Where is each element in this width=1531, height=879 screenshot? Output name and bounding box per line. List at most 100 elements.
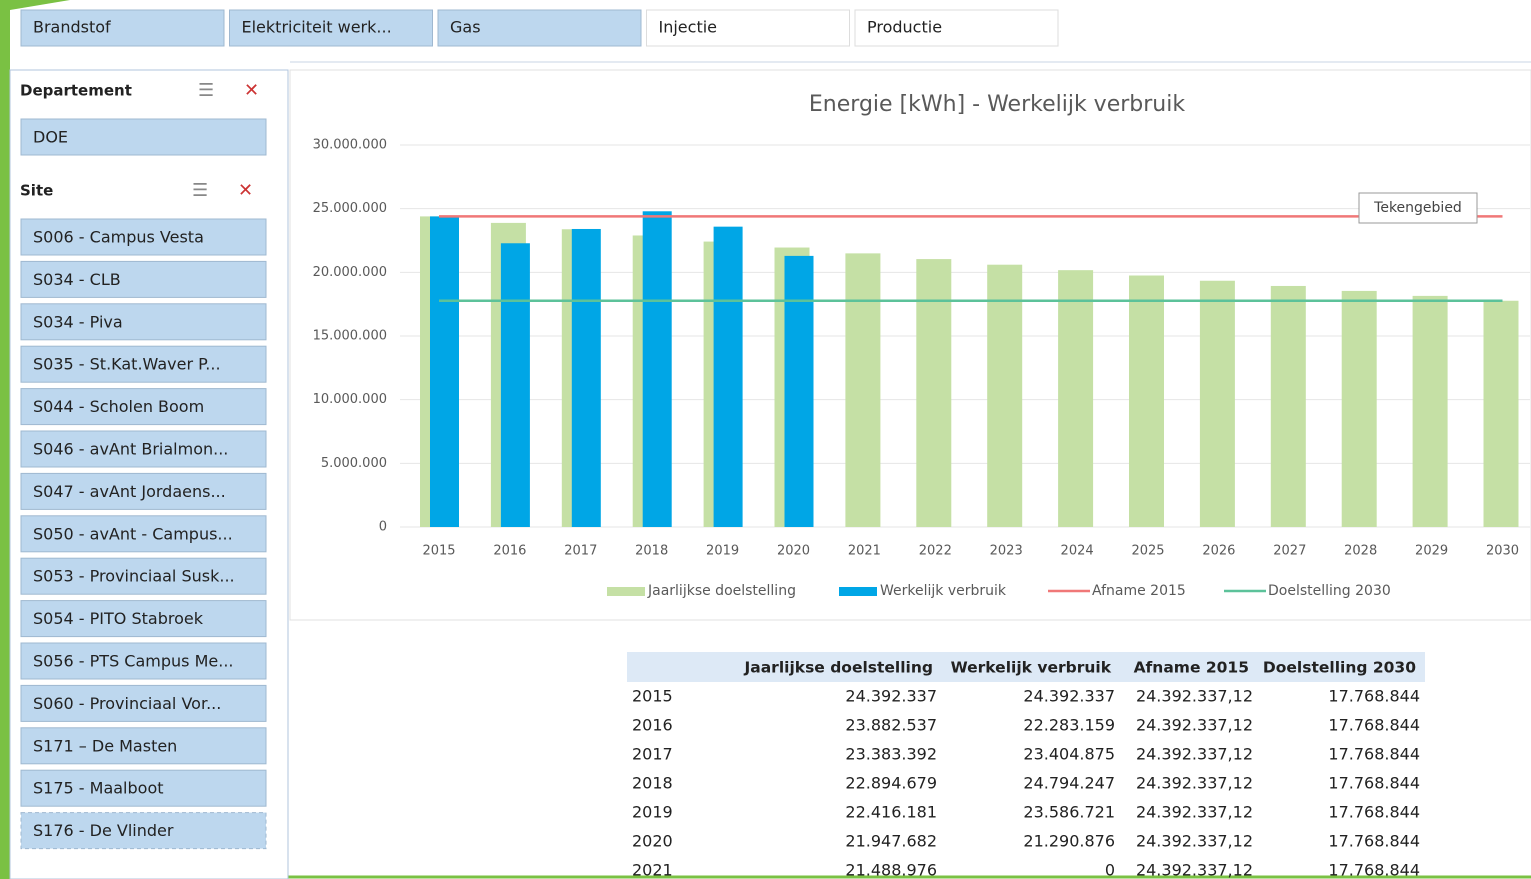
x-tick-label: 2030	[1486, 544, 1519, 559]
table-cell: 23.882.537	[845, 716, 937, 735]
table-cell: 23.404.875	[1023, 745, 1115, 764]
table-cell: 17.768.844	[1328, 716, 1420, 735]
table-cell: 17.768.844	[1328, 774, 1420, 793]
x-tick-label: 2029	[1415, 544, 1448, 559]
x-tick-label: 2024	[1061, 544, 1094, 559]
clear-filter-icon[interactable]: ✕	[244, 80, 259, 101]
x-tick-label: 2026	[1202, 544, 1235, 559]
bar	[987, 264, 1023, 527]
multi-select-icon[interactable]: ☰	[198, 80, 214, 101]
table-header-bg	[627, 652, 1425, 682]
table-cell: 2020	[632, 832, 673, 851]
slicer-item-label: S175 - Maalboot	[33, 779, 164, 798]
table-cell: 22.894.679	[845, 774, 937, 793]
table-cell: 17.768.844	[1328, 745, 1420, 764]
multi-select-icon[interactable]: ☰	[192, 180, 208, 201]
tooltip-text: Tekengebied	[1373, 200, 1462, 216]
slicer-item[interactable]	[20, 557, 267, 595]
y-tick-label: 20.000.000	[313, 265, 387, 280]
x-tick-label: 2028	[1344, 544, 1377, 559]
slicer-item-label: S060 - Provinciaal Vor...	[33, 694, 221, 713]
bar	[500, 243, 530, 527]
slicer-item[interactable]	[20, 727, 267, 765]
table-cell: 24.392.337	[845, 687, 937, 706]
tab-button[interactable]	[854, 9, 1059, 47]
table-cell: 22.283.159	[1023, 716, 1115, 735]
table-cell: 24.392.337,12	[1136, 832, 1253, 851]
tab-button[interactable]	[229, 9, 433, 47]
slicer-item[interactable]	[20, 600, 267, 638]
slicer-item[interactable]	[20, 303, 267, 341]
table-cell: 17.768.844	[1328, 861, 1420, 879]
table-cell: 24.392.337,12	[1136, 774, 1253, 793]
slicer-item[interactable]	[20, 515, 267, 553]
slicer-item[interactable]	[20, 642, 267, 680]
slicer-item[interactable]	[20, 684, 267, 722]
tab-label: Injectie	[659, 18, 718, 37]
slicer-item-label: S044 - Scholen Boom	[33, 397, 204, 416]
table-cell: 23.586.721	[1023, 803, 1115, 822]
slicer-item-label: S046 - avAnt Brialmon...	[33, 440, 228, 459]
tooltip-box	[1358, 192, 1478, 224]
bar	[1412, 295, 1448, 527]
slicer-item-label: DOE	[33, 128, 68, 147]
table-cell: 23.383.392	[845, 745, 937, 764]
y-tick-label: 25.000.000	[313, 201, 387, 216]
slicer-item[interactable]	[20, 769, 267, 807]
bar	[784, 255, 814, 527]
slicer-item[interactable]	[20, 260, 267, 298]
slicer-item[interactable]	[20, 118, 267, 156]
table-cell: 2018	[632, 774, 673, 793]
slicer-item-label: S053 - Provinciaal Susk...	[33, 567, 235, 586]
table-header: Jaarlijkse doelstelling	[744, 659, 934, 677]
y-tick-label: 10.000.000	[313, 392, 387, 407]
slicer-item-label: S054 - PITO Stabroek	[33, 609, 204, 628]
legend-swatch	[607, 587, 645, 596]
x-tick-label: 2023	[990, 544, 1023, 559]
bar	[571, 228, 601, 528]
table-cell: 0	[1105, 861, 1115, 879]
slicer-item[interactable]	[20, 345, 267, 383]
clear-filter-icon[interactable]: ✕	[238, 180, 253, 201]
slicer-item[interactable]	[20, 218, 267, 256]
table-cell: 2017	[632, 745, 673, 764]
bar	[642, 211, 672, 527]
slicer-item[interactable]	[20, 472, 267, 510]
x-tick-label: 2019	[706, 544, 739, 559]
tab-label: Gas	[450, 18, 481, 37]
tab-button[interactable]	[20, 9, 225, 47]
slicer-item-label: S050 - avAnt - Campus...	[33, 524, 233, 543]
table-header: Afname 2015	[1134, 659, 1249, 677]
table-cell: 2016	[632, 716, 673, 735]
bar	[1199, 280, 1235, 527]
legend-swatch	[839, 587, 877, 596]
table-cell: 24.392.337,12	[1136, 716, 1253, 735]
slicer-item-label: S006 - Campus Vesta	[33, 228, 204, 247]
accent-border	[0, 0, 70, 879]
bar	[1058, 270, 1094, 527]
bar	[916, 259, 952, 527]
x-tick-label: 2016	[493, 544, 526, 559]
table-cell: 2019	[632, 803, 673, 822]
tab-label: Productie	[867, 18, 942, 37]
slicer-title: Site	[20, 182, 53, 200]
legend-label: Afname 2015	[1092, 583, 1186, 599]
slicer-item[interactable]	[20, 812, 267, 850]
y-tick-label: 0	[379, 520, 387, 535]
table-cell: 24.794.247	[1023, 774, 1115, 793]
bar	[1129, 275, 1164, 527]
tab-button[interactable]	[646, 9, 850, 47]
x-tick-label: 2015	[422, 544, 455, 559]
bar	[1341, 290, 1377, 527]
table-cell: 2015	[632, 687, 673, 706]
slicer-item-label: S171 – De Masten	[33, 736, 177, 755]
legend-label: Werkelijk verbruik	[880, 583, 1007, 599]
x-tick-label: 2017	[564, 544, 597, 559]
tab-button[interactable]	[437, 9, 642, 47]
table-cell: 24.392.337	[1023, 687, 1115, 706]
bar	[845, 253, 881, 527]
bar	[1483, 300, 1519, 527]
slicer-item[interactable]	[20, 388, 267, 426]
slicer-item-label: S034 - Piva	[33, 312, 123, 331]
slicer-item[interactable]	[20, 430, 267, 468]
